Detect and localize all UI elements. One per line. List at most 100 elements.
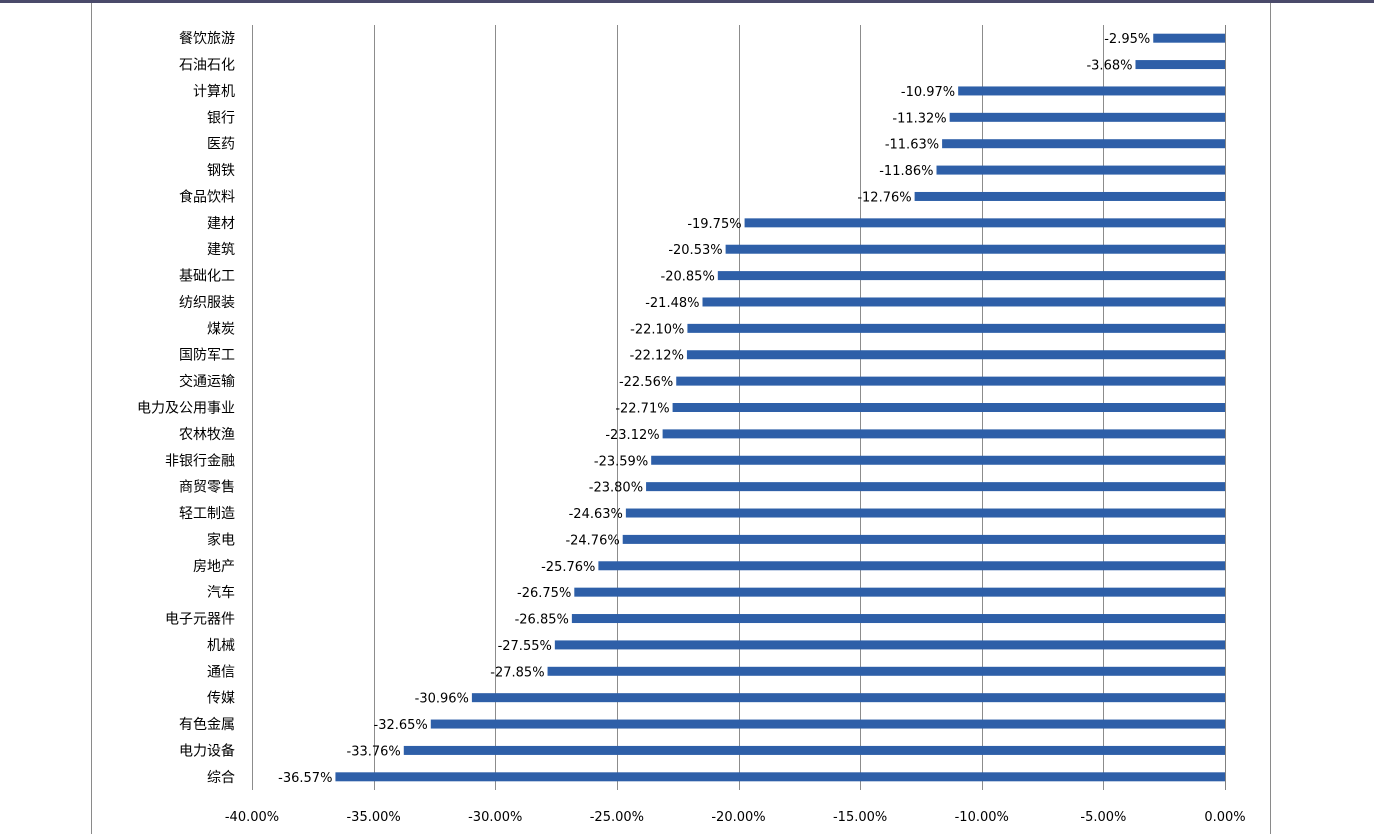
bar (949, 112, 1225, 122)
category-label: 钢铁 (207, 163, 235, 179)
x-tick-label: -5.00% (1080, 810, 1126, 825)
category-label: 电子元器件 (165, 612, 235, 628)
x-tick-label: -30.00% (468, 810, 522, 825)
category-label: 有色金属 (179, 716, 235, 733)
x-tick-label: -25.00% (590, 810, 644, 825)
category-label: 食品饮料 (179, 188, 235, 205)
category-label: 纺织服装 (179, 295, 235, 311)
bar (403, 745, 1226, 755)
category-label: 综合 (207, 770, 235, 786)
bar (651, 455, 1225, 465)
x-tick-label: -40.00% (225, 810, 279, 825)
top-border (0, 0, 1374, 3)
bar (942, 139, 1225, 149)
category-label: 家电 (207, 531, 235, 548)
data-label: -23.59% (594, 454, 648, 469)
category-label: 非银行金融 (165, 453, 235, 469)
category-label: 餐饮旅游 (179, 31, 235, 47)
data-label: -21.48% (645, 296, 699, 311)
bar (574, 587, 1225, 597)
bar (554, 640, 1225, 650)
bar (702, 297, 1225, 307)
data-label: -22.10% (630, 322, 684, 337)
category-label: 国防军工 (179, 348, 235, 364)
x-tick-label: -20.00% (711, 810, 765, 825)
category-label: 商贸零售 (179, 480, 235, 496)
data-labels: -2.95% -3.68% -10.97% -11.32% -11.63% -11.86%… (278, 32, 1150, 786)
data-label: -25.76% (541, 560, 595, 575)
bar (725, 244, 1225, 254)
bar (686, 350, 1225, 360)
bar (1135, 60, 1225, 70)
x-tick-label: -35.00% (346, 810, 400, 825)
data-label: -11.86% (879, 164, 933, 179)
bar (471, 693, 1225, 703)
data-label: -33.76% (347, 744, 401, 759)
category-label: 计算机 (193, 84, 235, 100)
bar (676, 376, 1225, 386)
data-label: -10.97% (901, 85, 955, 100)
data-label: -11.63% (885, 138, 939, 153)
category-label: 建材 (207, 216, 235, 232)
bar (744, 218, 1225, 228)
bar (672, 403, 1225, 412)
data-label: -24.63% (569, 507, 623, 522)
category-label: 传媒 (207, 691, 235, 707)
bar (1153, 33, 1225, 43)
bar (717, 271, 1225, 281)
bar (687, 323, 1225, 333)
category-label: 医药 (207, 137, 235, 153)
data-label: -23.80% (589, 481, 643, 496)
data-label: -26.85% (515, 613, 569, 628)
category-label: 轻工制造 (179, 506, 235, 522)
data-label: -2.95% (1104, 32, 1150, 47)
data-label: -27.55% (498, 639, 552, 654)
data-label: -23.12% (605, 428, 659, 443)
bar (646, 482, 1225, 492)
data-label: -12.76% (857, 190, 911, 205)
x-tick-label: -15.00% (833, 810, 887, 825)
data-label: -22.12% (630, 349, 684, 364)
bar (914, 191, 1225, 201)
data-label: -26.75% (517, 586, 571, 601)
data-label: -11.32% (892, 111, 946, 126)
x-tick-labels: -40.00% -35.00% -30.00% -25.00% -20.00% -15.0… (225, 810, 1246, 825)
data-label: -3.68% (1086, 59, 1132, 74)
bar (335, 772, 1225, 782)
category-label: 石油石化 (179, 58, 235, 74)
bar (598, 561, 1225, 571)
category-label: 交通运输 (179, 373, 235, 390)
bar (958, 86, 1225, 96)
x-tick-label: 0.00% (1204, 810, 1245, 825)
data-label: -19.75% (687, 217, 741, 232)
data-label: -22.56% (619, 375, 673, 390)
bar (936, 165, 1225, 175)
data-label: -24.76% (565, 533, 619, 548)
data-label: -22.71% (615, 402, 669, 417)
bar (571, 614, 1225, 624)
data-label: -27.85% (490, 665, 544, 680)
chart-frame (91, 3, 1271, 834)
category-label: 银行 (207, 110, 235, 126)
category-label: 电力设备 (179, 742, 235, 759)
bar (430, 719, 1225, 729)
category-label: 机械 (207, 638, 235, 654)
category-label: 农林牧渔 (179, 427, 235, 443)
data-label: -30.96% (415, 692, 469, 707)
category-label: 基础化工 (179, 268, 235, 285)
data-label: -36.57% (278, 771, 332, 786)
category-label: 通信 (207, 664, 235, 680)
category-label: 汽车 (207, 584, 235, 601)
x-tick-label: -10.00% (955, 810, 1009, 825)
category-labels: 餐饮旅游石油石化计算机银行医药钢铁食品饮料建材建筑基础化工纺织服装煤炭国防军工交… (137, 31, 235, 786)
category-label: 煤炭 (207, 321, 235, 337)
bars (335, 33, 1226, 782)
bar (662, 429, 1225, 439)
category-label: 房地产 (193, 559, 235, 575)
category-label: 建筑 (207, 242, 235, 258)
data-label: -32.65% (374, 718, 428, 733)
bar (547, 666, 1225, 676)
bar (622, 534, 1225, 544)
